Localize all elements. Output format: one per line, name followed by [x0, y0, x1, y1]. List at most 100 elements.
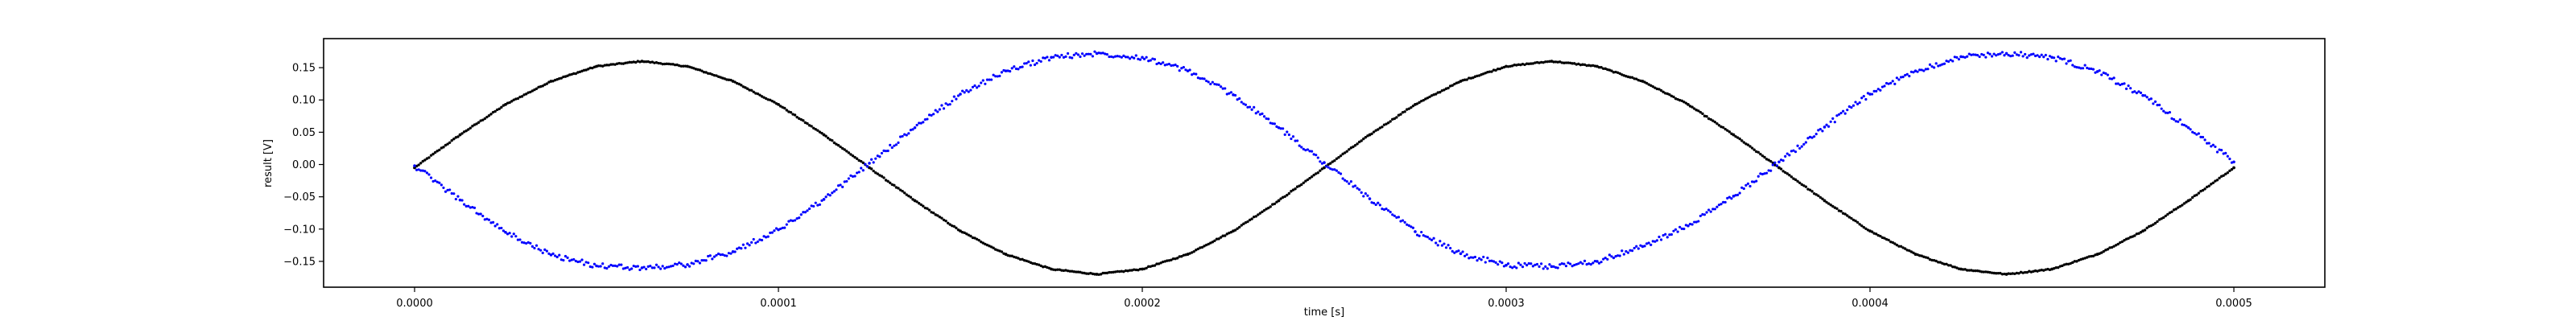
data-point — [599, 64, 602, 68]
data-point — [1151, 57, 1154, 60]
data-point — [555, 78, 559, 81]
data-point — [975, 86, 979, 89]
data-point — [2028, 269, 2031, 273]
data-point — [1364, 192, 1367, 195]
data-point — [1196, 247, 1200, 251]
data-point — [1854, 101, 1857, 104]
data-point — [1022, 258, 1026, 262]
data-point — [874, 157, 877, 160]
data-point — [692, 67, 696, 70]
data-point — [872, 161, 875, 164]
data-point — [2164, 111, 2167, 114]
data-point — [522, 241, 526, 245]
data-point — [1724, 200, 1727, 204]
data-point — [907, 194, 910, 198]
data-point — [1159, 261, 1162, 265]
data-point — [431, 179, 435, 183]
data-point — [1170, 64, 1173, 68]
data-point — [956, 94, 960, 97]
data-point — [500, 226, 503, 230]
data-point — [1624, 249, 1628, 253]
data-point — [1701, 112, 1704, 116]
data-point — [1905, 72, 1909, 76]
data-point — [865, 165, 869, 168]
data-point — [574, 72, 578, 76]
data-point — [1196, 76, 1199, 80]
data-point — [1167, 259, 1171, 262]
data-point — [1982, 53, 1985, 56]
data-point — [1895, 76, 1898, 80]
data-point — [564, 75, 568, 78]
data-point — [678, 64, 681, 68]
data-point — [926, 207, 929, 210]
data-point — [1759, 152, 1762, 156]
data-point — [2185, 200, 2188, 204]
data-point — [876, 154, 879, 158]
data-point — [1248, 218, 1252, 222]
data-point — [702, 70, 706, 74]
data-point — [832, 141, 836, 145]
data-point — [649, 265, 652, 268]
data-point — [421, 159, 424, 163]
data-point — [903, 133, 906, 136]
data-point — [1707, 208, 1711, 212]
data-point — [1796, 179, 1799, 183]
data-point — [2069, 59, 2072, 62]
data-point — [1072, 53, 1075, 56]
data-point — [1721, 125, 1725, 130]
data-point — [1116, 269, 1119, 274]
data-point — [831, 191, 834, 195]
data-point — [1550, 265, 1554, 269]
data-point — [2172, 117, 2176, 121]
data-point — [1668, 93, 1671, 97]
data-point — [1992, 271, 1996, 275]
data-point — [2199, 135, 2202, 139]
data-point — [770, 231, 774, 234]
data-point — [1759, 172, 1762, 175]
data-point — [2182, 123, 2186, 127]
data-point — [754, 92, 758, 95]
data-point — [700, 69, 704, 72]
data-point — [613, 264, 617, 267]
data-point — [1219, 236, 1223, 239]
data-point — [1961, 56, 1965, 59]
data-point — [1670, 232, 1674, 237]
data-point — [1420, 230, 1423, 234]
data-point — [1953, 56, 1956, 59]
series-layer — [413, 50, 2235, 276]
data-point — [1089, 52, 1092, 56]
data-point — [1339, 154, 1343, 158]
data-point — [1273, 202, 1277, 206]
data-point — [1310, 175, 1314, 179]
data-point — [1887, 82, 1890, 85]
data-point — [1054, 268, 1057, 272]
data-point — [706, 72, 710, 75]
data-point — [1097, 51, 1100, 55]
data-point — [1556, 60, 1559, 64]
data-point — [1974, 53, 1977, 56]
data-point — [1808, 188, 1812, 191]
data-point — [934, 213, 937, 216]
data-point — [667, 265, 671, 269]
data-point — [642, 60, 646, 64]
data-point — [496, 223, 499, 226]
data-point — [654, 61, 658, 64]
data-point — [807, 207, 811, 211]
data-point — [1076, 53, 1080, 56]
data-point — [460, 199, 464, 202]
data-point — [1244, 220, 1248, 224]
x-tick-label: 0.0004 — [1852, 298, 1889, 310]
data-point — [1724, 127, 1727, 131]
data-point — [855, 171, 859, 175]
data-point — [1711, 208, 1715, 211]
data-point — [2127, 237, 2130, 241]
data-point — [588, 66, 592, 70]
data-point — [1279, 197, 1282, 200]
data-point — [1670, 94, 1674, 98]
data-point — [919, 203, 923, 207]
data-point — [860, 159, 863, 163]
data-point — [754, 241, 758, 245]
data-point — [764, 236, 768, 239]
data-point — [969, 234, 972, 238]
series-2 — [413, 50, 2235, 272]
